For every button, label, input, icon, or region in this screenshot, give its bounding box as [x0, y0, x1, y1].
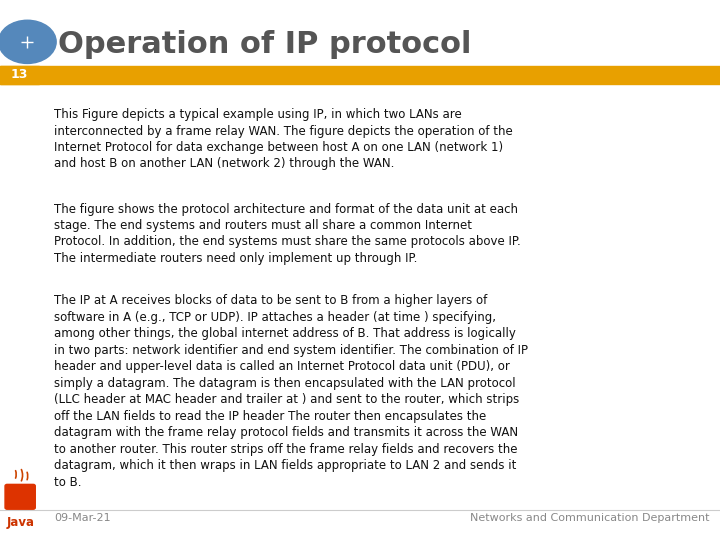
Text: The figure shows the protocol architecture and format of the data unit at each
s: The figure shows the protocol architectu… — [54, 202, 521, 265]
Text: Networks and Communication Department: Networks and Communication Department — [469, 514, 709, 523]
Bar — [0, 66, 39, 84]
FancyBboxPatch shape — [5, 484, 35, 509]
Text: This Figure depicts a typical example using IP, in which two LANs are
interconne: This Figure depicts a typical example us… — [54, 108, 513, 171]
Bar — [0, 66, 720, 84]
Text: Operation of IP protocol: Operation of IP protocol — [58, 30, 471, 59]
Text: The IP at A receives blocks of data to be sent to B from a higher layers of
soft: The IP at A receives blocks of data to b… — [54, 294, 528, 489]
Text: Java: Java — [6, 516, 34, 529]
Text: 09-Mar-21: 09-Mar-21 — [54, 514, 111, 523]
Text: 13: 13 — [11, 68, 28, 82]
Circle shape — [0, 20, 56, 64]
